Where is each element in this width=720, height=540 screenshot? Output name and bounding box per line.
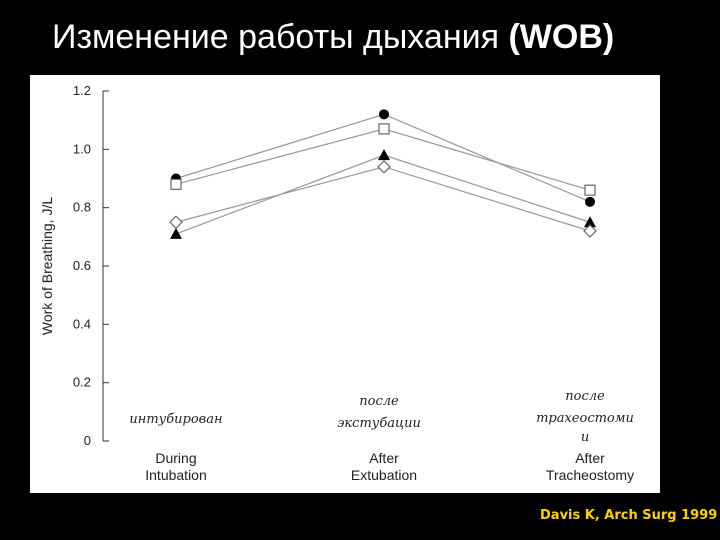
- x-category-label-line: After: [575, 450, 605, 466]
- annotation-text: после: [565, 389, 605, 404]
- x-category-label-line: During: [155, 450, 196, 466]
- y-axis-label: Work of Breathing, J/L: [39, 197, 55, 335]
- data-point-open-diamond: [583, 224, 597, 238]
- slide-title-text: Изменение работы дыхания: [52, 18, 509, 56]
- x-category-label: After Extubation: [351, 450, 417, 483]
- data-point-filled-triangle: [584, 216, 596, 228]
- y-tick-label: 0.6: [73, 258, 91, 273]
- y-tick-label: 1.0: [73, 141, 91, 156]
- y-tick-label: 1.2: [73, 83, 91, 98]
- citation: Davis K, Arch Surg 1999: [540, 508, 718, 523]
- slide-title: Изменение работы дыхания (WOB): [52, 18, 614, 57]
- x-category-label: After Tracheostomy: [546, 450, 634, 483]
- chart-panel: 0 0.2 0.4 0.6 0.8 1.0 1.2 Work of Breathing, J/…: [30, 75, 660, 493]
- data-point-open-square: [378, 123, 390, 135]
- y-tick-label: 0.2: [73, 375, 91, 390]
- data-point-filled-triangle: [170, 227, 182, 239]
- annotation-text: и: [581, 430, 589, 445]
- annotation-text: интубирован: [129, 412, 222, 427]
- slide-title-abbrev: (WOB): [508, 18, 615, 56]
- data-point-filled-circle: [379, 109, 389, 120]
- y-tick-label: 0.4: [73, 316, 91, 331]
- annotation-text: после: [359, 394, 399, 409]
- data-point-filled-circle: [585, 196, 595, 207]
- annotation-text: экстубации: [337, 416, 421, 431]
- wob-line-chart: 0 0.2 0.4 0.6 0.8 1.0 1.2 Work of Breathing, J/…: [39, 83, 634, 483]
- x-category-label-line: After: [369, 450, 399, 466]
- x-category-label-line: Intubation: [145, 467, 207, 483]
- x-category-label-line: Tracheostomy: [546, 467, 634, 483]
- data-point-open-square: [584, 184, 596, 196]
- annotation-text: трахеостоми: [536, 411, 634, 426]
- y-tick-label: 0.8: [73, 200, 91, 215]
- data-point-open-square: [170, 178, 182, 190]
- y-tick-label: 0: [84, 433, 91, 448]
- series-line-open-diamond: [175, 166, 591, 232]
- data-point-open-diamond: [169, 215, 183, 230]
- x-category-label: During Intubation: [145, 450, 207, 483]
- data-point-filled-triangle: [378, 149, 390, 161]
- x-category-label-line: Extubation: [351, 467, 417, 483]
- data-point-open-diamond: [377, 159, 391, 174]
